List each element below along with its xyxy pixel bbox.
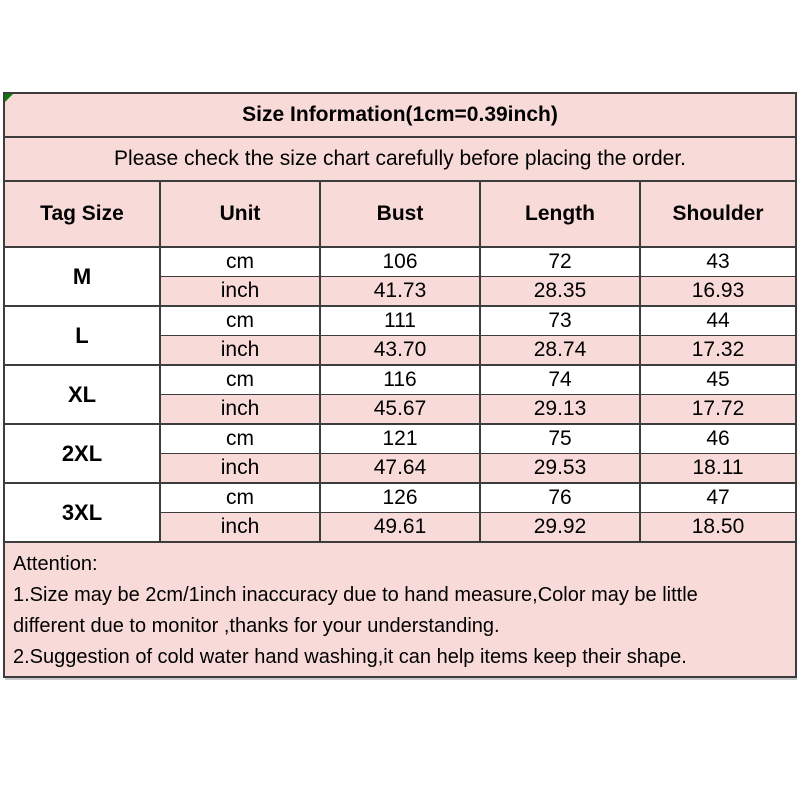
- shoulder-cell: 17.32: [638, 335, 798, 366]
- bust-cell: 126: [319, 482, 481, 513]
- bust-cell: 106: [319, 246, 481, 277]
- size-row-l-cm: L cm 111 73 44: [3, 305, 798, 366]
- shoulder-cell: 44: [638, 305, 798, 336]
- shoulder-cell: 18.50: [638, 512, 798, 543]
- length-cell: 28.35: [479, 276, 641, 307]
- length-cell: 29.13: [479, 394, 641, 425]
- table-title: Size Information(1cm=0.39inch): [2, 92, 798, 138]
- col-header-unit: Unit: [159, 180, 321, 248]
- shoulder-cell: 46: [638, 423, 798, 454]
- unit-cell: cm: [159, 482, 321, 513]
- size-row-m-cm: M cm 106 72 43: [3, 246, 798, 307]
- shoulder-cell: 18.11: [638, 453, 798, 484]
- title-row: Size Information(1cm=0.39inch): [2, 92, 798, 138]
- tag-size-cell: L: [3, 305, 161, 366]
- length-cell: 76: [479, 482, 641, 513]
- length-cell: 74: [479, 364, 641, 395]
- size-row-xl-cm: XL cm 116 74 45: [3, 364, 798, 425]
- unit-cell: inch: [159, 512, 321, 543]
- attention-line: different due to monitor ,thanks for you…: [13, 615, 500, 637]
- length-cell: 28.74: [479, 335, 641, 366]
- length-cell: 72: [479, 246, 641, 277]
- unit-cell: cm: [159, 364, 321, 395]
- tag-size-cell: M: [3, 246, 161, 307]
- tag-size-cell: 3XL: [3, 482, 161, 543]
- bust-cell: 49.61: [319, 512, 481, 543]
- shoulder-cell: 45: [638, 364, 798, 395]
- bust-cell: 41.73: [319, 276, 481, 307]
- unit-cell: inch: [159, 335, 321, 366]
- shoulder-cell: 16.93: [638, 276, 798, 307]
- table-subtitle: Please check the size chart carefully be…: [2, 136, 798, 182]
- tag-size-cell: 2XL: [3, 423, 161, 484]
- unit-cell: cm: [159, 305, 321, 336]
- attention-heading: Attention:: [13, 553, 98, 575]
- attention-row: Attention: 1.Size may be 2cm/1inch inacc…: [2, 541, 798, 678]
- size-row-xl-inch: inch 45.67 29.13 17.72: [4, 394, 798, 425]
- shoulder-cell: 17.72: [638, 394, 798, 425]
- col-header-length: Length: [479, 180, 641, 248]
- header-row: Tag Size Unit Bust Length Shoulder: [3, 180, 798, 248]
- bust-cell: 45.67: [319, 394, 481, 425]
- length-cell: 73: [479, 305, 641, 336]
- size-row-2xl-inch: inch 47.64 29.53 18.11: [4, 453, 798, 484]
- unit-cell: cm: [159, 423, 321, 454]
- unit-cell: inch: [159, 276, 321, 307]
- bust-cell: 111: [319, 305, 481, 336]
- attention-note: Attention: 1.Size may be 2cm/1inch inacc…: [2, 541, 798, 678]
- size-row-l-inch: inch 43.70 28.74 17.32: [4, 335, 798, 366]
- unit-cell: inch: [159, 394, 321, 425]
- size-row-m-inch: inch 41.73 28.35 16.93: [4, 276, 798, 307]
- bust-cell: 43.70: [319, 335, 481, 366]
- size-row-2xl-cm: 2XL cm 121 75 46: [3, 423, 798, 484]
- tag-size-cell: XL: [3, 364, 161, 425]
- size-row-3xl-cm: 3XL cm 126 76 47: [3, 482, 798, 543]
- shoulder-cell: 43: [638, 246, 798, 277]
- col-header-tag-size: Tag Size: [3, 180, 161, 248]
- bust-cell: 47.64: [319, 453, 481, 484]
- subtitle-row: Please check the size chart carefully be…: [2, 136, 798, 182]
- col-header-bust: Bust: [319, 180, 481, 248]
- size-chart: Size Information(1cm=0.39inch) Please ch…: [2, 92, 798, 678]
- green-corner-marker-icon: [5, 94, 13, 102]
- unit-cell: inch: [159, 453, 321, 484]
- length-cell: 29.92: [479, 512, 641, 543]
- length-cell: 29.53: [479, 453, 641, 484]
- bust-cell: 121: [319, 423, 481, 454]
- shoulder-cell: 47: [638, 482, 798, 513]
- attention-line: 2.Suggestion of cold water hand washing,…: [13, 646, 687, 668]
- length-cell: 75: [479, 423, 641, 454]
- bust-cell: 116: [319, 364, 481, 395]
- attention-line: 1.Size may be 2cm/1inch inaccuracy due t…: [13, 584, 698, 606]
- size-table: Size Information(1cm=0.39inch) Please ch…: [2, 92, 798, 678]
- unit-cell: cm: [159, 246, 321, 277]
- col-header-shoulder: Shoulder: [638, 180, 798, 248]
